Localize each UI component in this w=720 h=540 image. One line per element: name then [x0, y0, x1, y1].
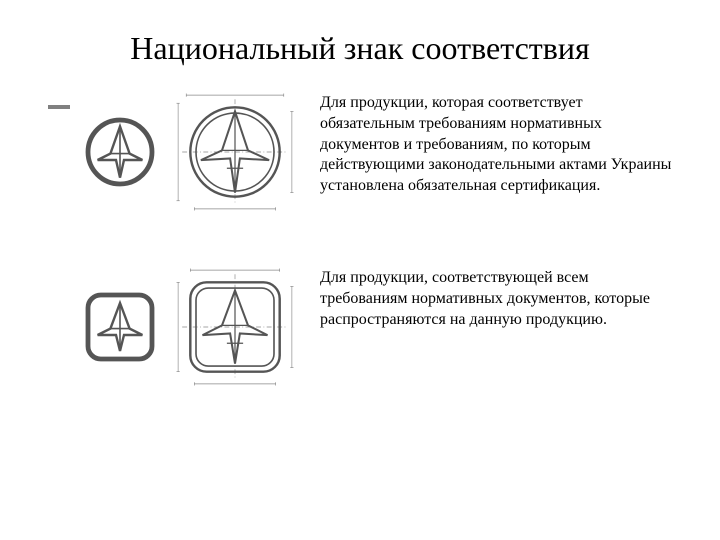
- page-title: Национальный знак соответствия: [40, 30, 680, 67]
- content-area: Для продукции, которая соответствует обя…: [40, 87, 680, 397]
- figure-group-circle: [80, 87, 300, 222]
- item-text: Для продукции, соответствующей всем треб…: [320, 262, 680, 330]
- circle-mark-drawing-icon: [170, 87, 300, 222]
- item-row: Для продукции, соответствующей всем треб…: [80, 262, 680, 397]
- square-mark-small-icon: [80, 287, 160, 372]
- circle-mark-small-icon: [80, 112, 160, 197]
- item-text: Для продукции, которая соответствует обя…: [320, 87, 680, 197]
- bullet-marker: [48, 105, 70, 109]
- figure-group-square: [80, 262, 300, 397]
- square-mark-drawing-icon: [170, 262, 300, 397]
- item-row: Для продукции, которая соответствует обя…: [80, 87, 680, 222]
